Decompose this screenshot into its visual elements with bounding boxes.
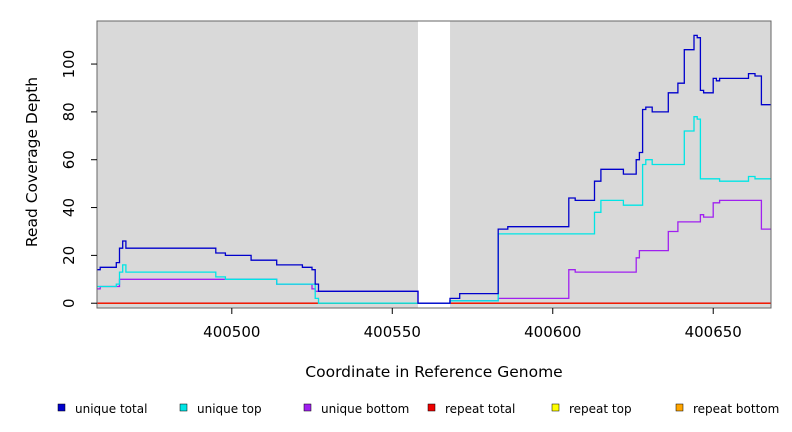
legend-label: repeat bottom xyxy=(693,402,779,416)
x-axis-title: Coordinate in Reference Genome xyxy=(305,363,562,381)
y-axis-title: Read Coverage Depth xyxy=(23,77,41,247)
legend-swatch xyxy=(57,403,66,412)
x-tick-label: 400500 xyxy=(203,323,260,341)
legend: unique total unique top unique bottom repea… xyxy=(57,402,779,416)
x-tick-label: 400550 xyxy=(364,323,421,341)
legend-item-unique-bottom: unique bottom xyxy=(303,402,409,416)
y-tick-label: 80 xyxy=(60,102,78,121)
legend-item-unique-top: unique top xyxy=(179,402,262,416)
y-tick-label: 60 xyxy=(60,150,78,169)
legend-swatch xyxy=(303,403,312,412)
legend-label: unique bottom xyxy=(321,402,409,416)
legend-swatch xyxy=(551,403,560,412)
legend-swatch xyxy=(675,403,684,412)
y-tick-label: 100 xyxy=(60,50,78,79)
y-axis: 0 20 40 60 80 100 xyxy=(60,50,97,308)
y-tick-label: 0 xyxy=(60,298,78,308)
legend-item-repeat-bottom: repeat bottom xyxy=(675,402,779,416)
legend-item-repeat-total: repeat total xyxy=(427,402,515,416)
legend-label: unique top xyxy=(197,402,262,416)
plot-frame xyxy=(96,20,772,309)
legend-label: repeat total xyxy=(445,402,515,416)
y-tick-label: 40 xyxy=(60,198,78,217)
legend-swatch xyxy=(179,403,188,412)
x-tick-label: 400600 xyxy=(524,323,581,341)
legend-item-repeat-top: repeat top xyxy=(551,402,632,416)
y-tick-label: 20 xyxy=(60,246,78,265)
series-line-unique-total xyxy=(97,34,771,304)
series-line-unique-top xyxy=(97,116,771,304)
legend-label: repeat top xyxy=(569,402,632,416)
legend-item-unique-total: unique total xyxy=(57,402,147,416)
series-layer xyxy=(97,34,771,304)
x-tick-label: 400650 xyxy=(685,323,742,341)
legend-label: unique total xyxy=(75,402,147,416)
legend-swatch xyxy=(427,403,436,412)
x-axis: 400500 400550 400600 400650 xyxy=(203,308,742,341)
gap-region xyxy=(417,21,451,308)
